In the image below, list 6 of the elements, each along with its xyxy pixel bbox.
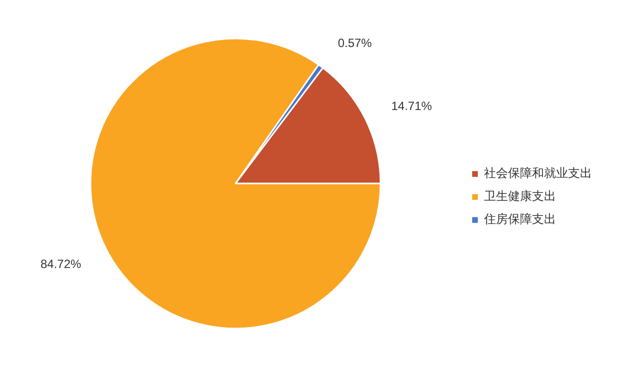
legend-label: 社会保障和就业支出 [484,165,592,182]
data-label: 14.71% [391,98,432,113]
legend-label: 住房保障支出 [484,211,556,228]
data-label: 84.72% [40,256,82,271]
data-label: 0.57% [338,36,372,50]
legend-label: 卫生健康支出 [484,188,556,205]
